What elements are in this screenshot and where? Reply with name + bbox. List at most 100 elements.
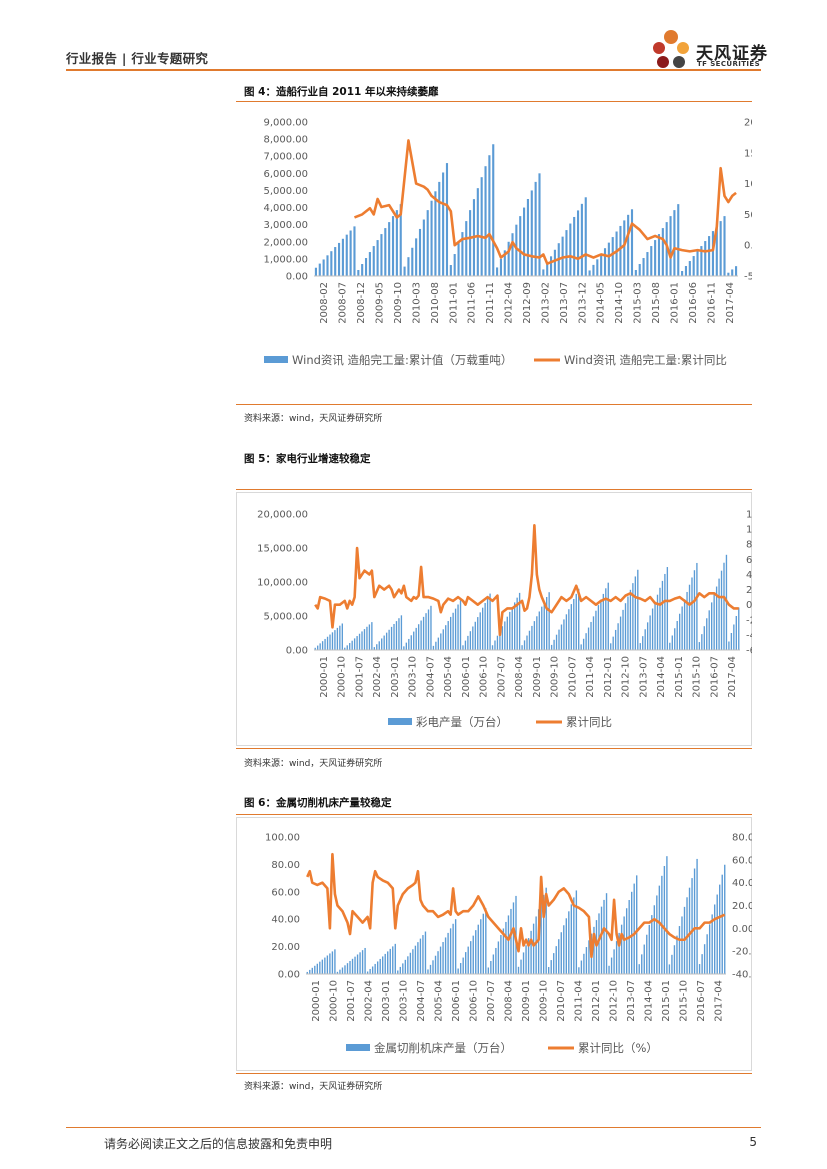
fig6-bar <box>613 949 615 974</box>
fig5-bar <box>474 621 476 650</box>
fig6-y-right-tick: 60.00% <box>732 855 752 866</box>
fig5-bar <box>351 640 353 650</box>
fig6-bar <box>437 951 439 974</box>
fig4-bar <box>565 230 568 276</box>
fig6-x-tick: 2008-04 <box>503 980 514 1022</box>
fig4-bar <box>673 210 676 276</box>
fig5-bar <box>538 611 540 650</box>
fig4-bar <box>569 223 572 276</box>
fig5-y-left-tick: 15,000.00 <box>257 544 308 555</box>
fig6-bar <box>507 915 510 974</box>
fig6-bar <box>371 966 374 974</box>
fig5-bar <box>654 601 656 650</box>
fig4-bar <box>496 267 499 276</box>
fig4-bar <box>592 264 595 276</box>
fig5-bar <box>533 621 536 650</box>
fig5-bar <box>666 567 669 650</box>
fig4-bar <box>334 247 337 276</box>
fig5-bar <box>486 598 489 650</box>
fig4-y-right-tick: 50.00% <box>744 210 752 221</box>
fig5-bar <box>521 645 523 650</box>
fig5-bar <box>477 617 479 650</box>
fig4-x-tick: 2015-08 <box>651 282 662 324</box>
fig6-bar <box>711 914 713 974</box>
fig6-bar <box>487 967 490 974</box>
fig6-bar <box>339 969 341 974</box>
fig5-x-tick: 2016-07 <box>709 656 720 698</box>
fig4-bar <box>630 209 634 276</box>
fig5-bar <box>390 626 393 650</box>
fig5-bar <box>339 625 341 650</box>
fig6-y-left-tick: 0.00 <box>278 970 300 981</box>
footer-divider <box>66 1127 761 1128</box>
fig4-bar <box>600 253 603 276</box>
fig5-bar <box>469 631 472 650</box>
fig6-y-left-tick: 20.00 <box>271 942 300 953</box>
fig6-bar <box>412 949 414 974</box>
fig4-bar <box>654 240 657 276</box>
fig6-bar <box>384 953 386 974</box>
fig4-x-tick: 2012-09 <box>522 282 533 324</box>
fig6-bar <box>716 894 718 974</box>
fig6-bar <box>434 955 437 974</box>
fig5-bar <box>528 630 531 650</box>
fig6-bar <box>349 960 351 974</box>
fig5-bar <box>504 621 506 650</box>
fig5-bar <box>720 570 723 650</box>
fig4-bar <box>345 234 348 276</box>
fig5-bar <box>346 645 348 650</box>
fig6-bar <box>580 960 583 974</box>
fig6-legend-bar-swatch <box>346 1044 370 1051</box>
fig5-bar <box>590 621 592 650</box>
fig6-bar <box>402 963 404 974</box>
fig5-bar <box>526 635 528 650</box>
fig5-bar <box>595 610 597 650</box>
fig6-bar <box>570 904 573 974</box>
fig5-bar <box>499 630 501 650</box>
fig4-y-left-tick: 9,000.00 <box>263 118 308 129</box>
fig5-bar <box>580 644 582 650</box>
fig6-bar <box>673 945 676 974</box>
fig5-x-tick: 2000-10 <box>337 656 348 698</box>
fig5-bar <box>405 642 408 650</box>
fig5-bar <box>432 645 435 650</box>
fig6-bar <box>424 931 427 974</box>
fig5-bar <box>457 604 459 650</box>
fig6-bar <box>701 954 703 974</box>
fig4-y-right-tick: 0.00% <box>744 241 752 252</box>
fig6-bar <box>449 928 452 974</box>
fig5-bar <box>711 602 713 650</box>
fig4-x-tick: 2011-01 <box>448 282 459 324</box>
fig5-x-tick: 2000-01 <box>319 656 330 698</box>
fig5-bar <box>681 606 683 650</box>
fig5-x-tick: 2015-01 <box>674 656 685 698</box>
fig6-bar <box>693 868 696 974</box>
fig6-bar <box>706 934 708 974</box>
fig4-y-right-tick: 150.00% <box>744 148 752 159</box>
fig5-bar <box>536 616 538 650</box>
fig6-x-tick: 2010-07 <box>556 980 567 1022</box>
fig5-bar <box>592 616 595 650</box>
fig5-bar <box>326 636 329 650</box>
fig4-bar <box>603 248 607 276</box>
fig4-bar <box>480 177 483 276</box>
fig5-bar <box>400 615 403 650</box>
fig5-bar <box>718 578 720 650</box>
fig5-bar <box>541 606 543 650</box>
fig6-bar <box>389 948 391 974</box>
fig6-x-tick: 2006-10 <box>468 980 479 1022</box>
fig6-x-tick: 2015-10 <box>678 980 689 1022</box>
fig6-bar <box>565 918 567 974</box>
fig5-bar <box>514 602 516 650</box>
fig6-bar <box>517 966 520 974</box>
fig5-bar <box>501 626 504 650</box>
fig6-bar <box>470 941 472 974</box>
fig6-x-tick: 2002-04 <box>363 980 374 1022</box>
fig4-bar <box>469 210 472 276</box>
fig5-bar <box>585 633 587 650</box>
fig6-bar <box>631 891 633 974</box>
fig5-bar <box>555 634 558 650</box>
fig5-bar <box>445 625 447 650</box>
fig6-y-right-tick: 80.00% <box>732 833 752 844</box>
fig5-bar <box>563 619 565 650</box>
